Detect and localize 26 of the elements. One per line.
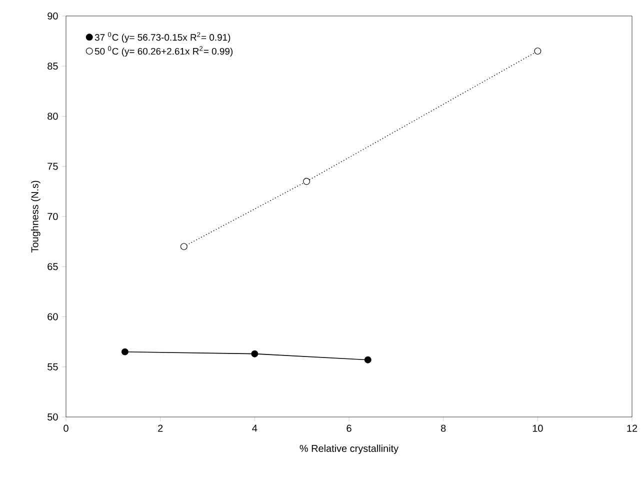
x-tick-label: 8	[441, 424, 446, 432]
y-tick-label: 65	[48, 263, 58, 270]
x-tick-label: 4	[252, 424, 258, 432]
y-tick-label: 55	[48, 363, 58, 370]
x-tick-label: 10	[532, 424, 543, 432]
x-tick-label: 12	[627, 424, 638, 432]
point	[364, 356, 372, 364]
legend-label: 37 $^{0}$C (y= 56.73-0.15x R$^{2}$= 0.91)	[94, 32, 230, 43]
x-axis-title: % Relative crystallinity	[300, 444, 399, 454]
y-tick-label: 50	[48, 413, 58, 421]
y-tick-label: 85	[48, 62, 58, 70]
x-tick-label: 2	[158, 424, 163, 432]
point	[534, 48, 542, 55]
point	[303, 178, 310, 185]
point	[180, 243, 188, 250]
y-tick-label: 60	[48, 313, 58, 320]
x-tick-label: 0	[64, 424, 68, 432]
point	[121, 348, 128, 356]
y-tick-label: 75	[48, 162, 58, 170]
x-tick-label: 6	[346, 424, 352, 432]
y-tick-label: 90	[48, 12, 58, 20]
y-axis-title: Toughness (N.s)	[31, 180, 40, 253]
y-tick-label: 70	[48, 212, 58, 220]
point	[251, 350, 258, 358]
y-tick-label: 80	[48, 112, 58, 120]
legend-label: 50 $^{0}$C (y= 60.26+2.61x R$^{2}$= 0.99)	[94, 46, 233, 57]
